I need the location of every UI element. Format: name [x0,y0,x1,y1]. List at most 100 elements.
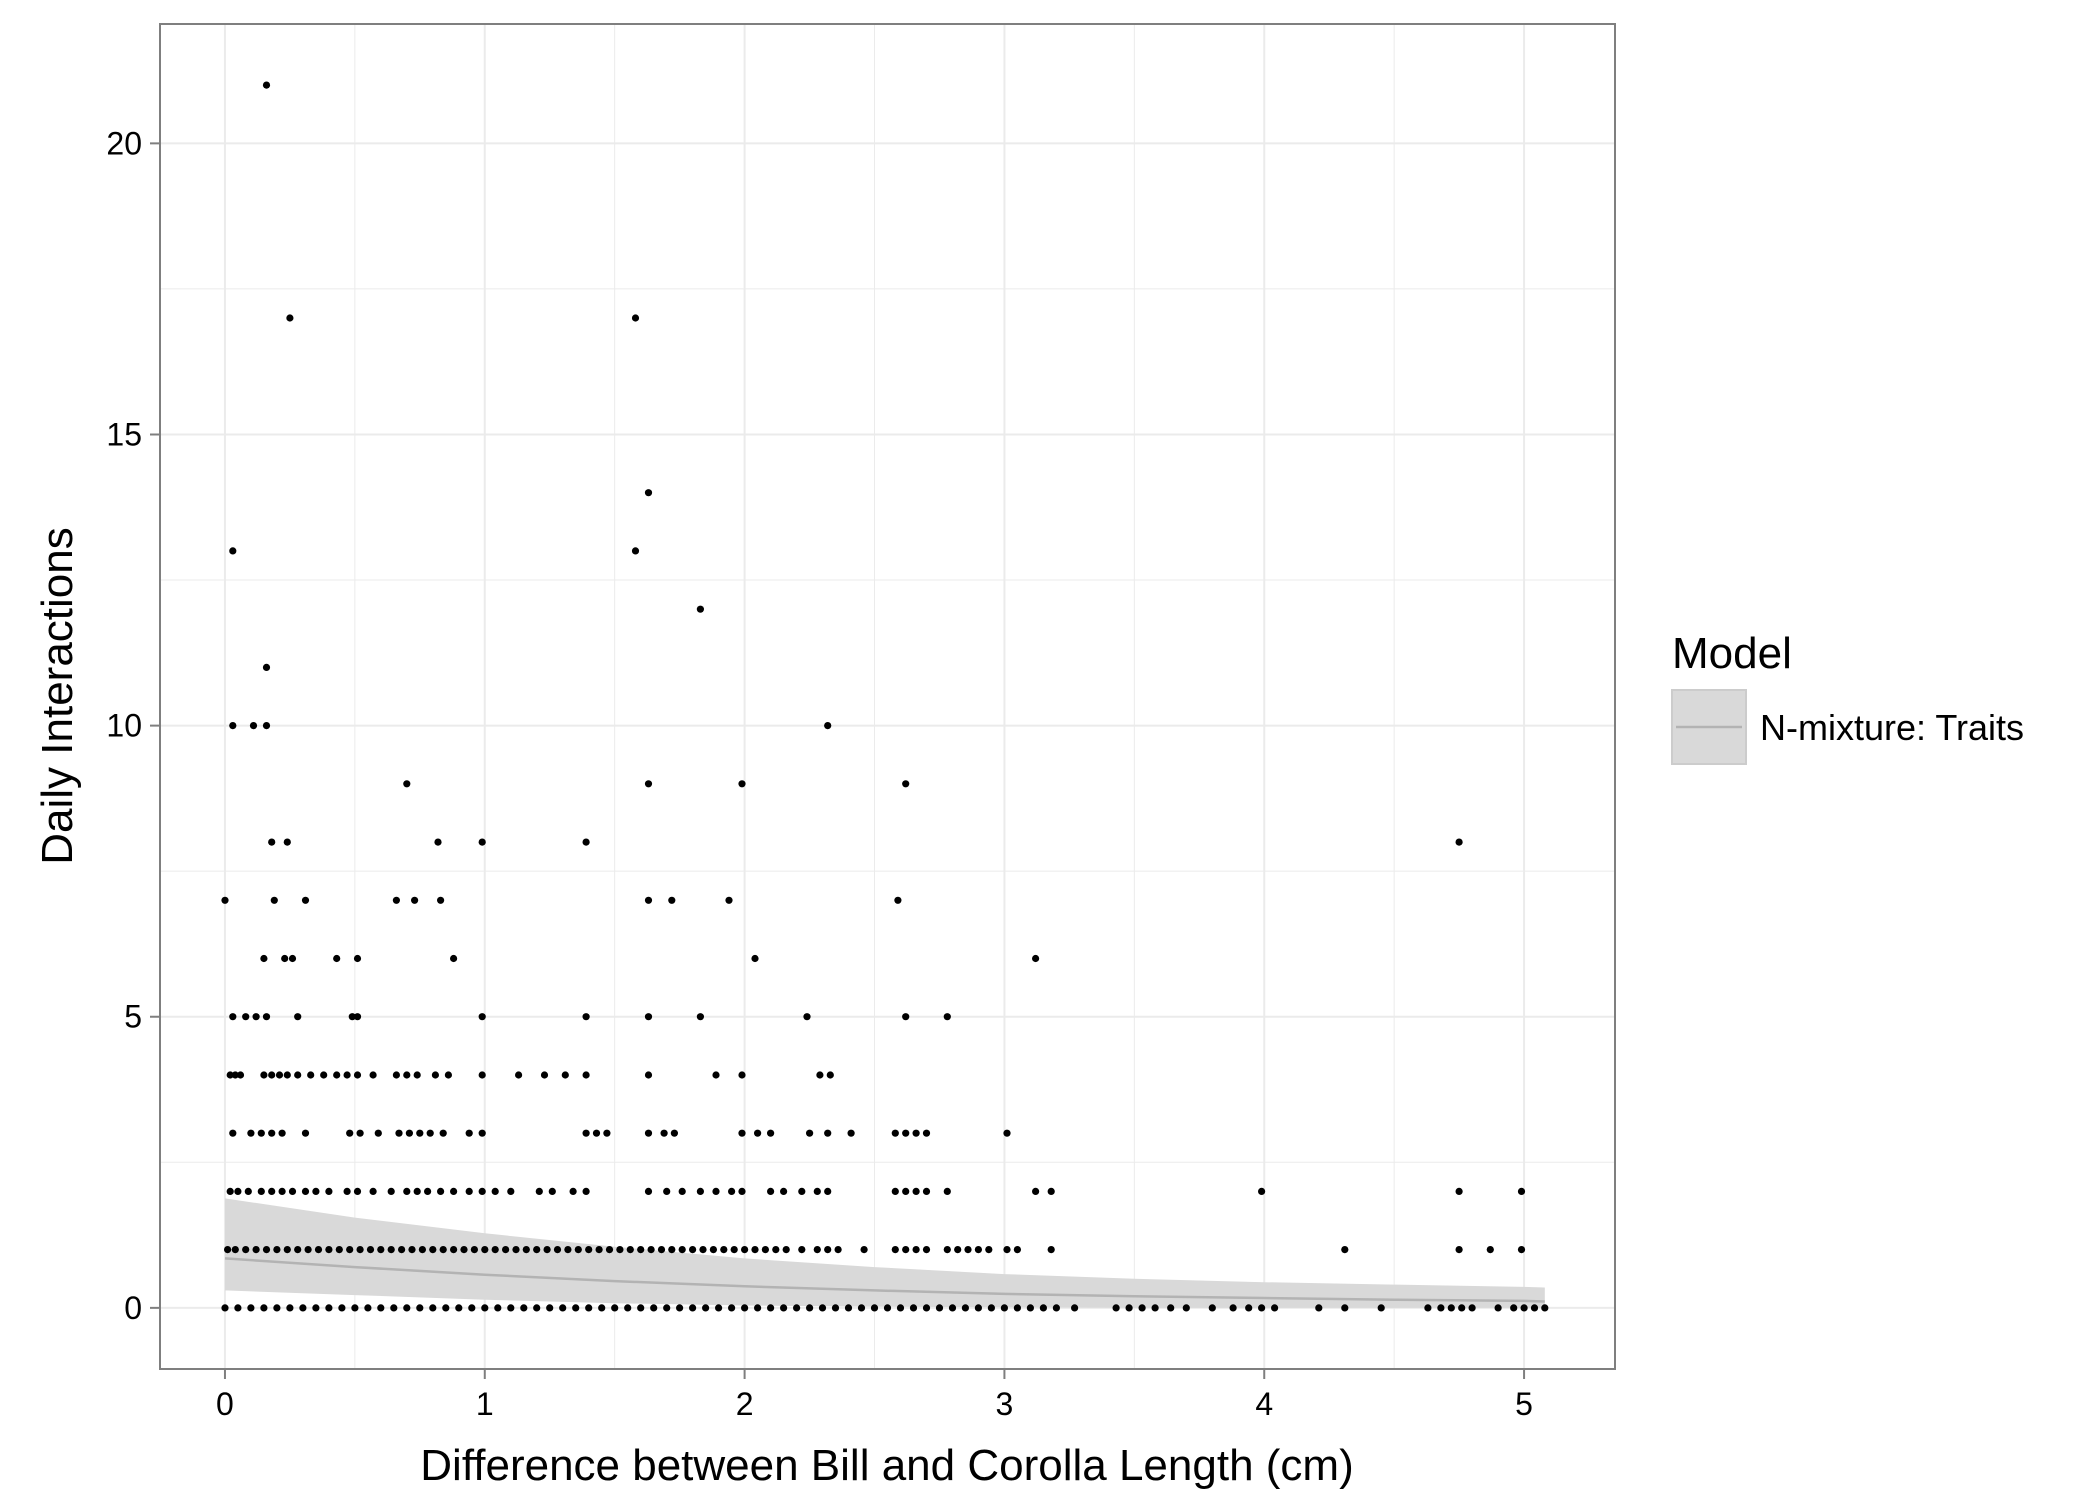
data-point [260,1304,268,1312]
data-point [403,1304,411,1312]
data-point [515,1071,523,1079]
data-point [943,1246,951,1254]
data-point [1003,1246,1011,1254]
data-point [767,1304,775,1312]
data-point [478,1013,486,1021]
data-point [1486,1246,1494,1254]
data-point [1455,1246,1463,1254]
data-point [1517,1187,1526,1195]
data-point [582,838,590,846]
grid-lines [160,24,1615,1369]
data-points [221,81,1549,1312]
data-point [816,1071,824,1079]
data-point [353,1187,362,1195]
data-point [403,1071,411,1079]
data-point [450,954,458,963]
data-point [798,1187,806,1195]
data-point [631,547,640,555]
data-point [909,1304,918,1312]
data-point [585,1304,593,1312]
data-point [644,780,653,788]
data-point [346,1246,354,1254]
data-point [231,1071,239,1079]
data-point [935,1304,944,1312]
data-point [262,81,271,89]
legend-label: N-mixture: Traits [1760,707,2024,748]
data-point [670,1129,679,1137]
data-point [844,1304,853,1312]
data-point [922,1304,931,1312]
data-point [426,1129,434,1137]
data-point [398,1246,406,1254]
data-point [1271,1304,1279,1312]
data-point [1494,1304,1502,1312]
data-point [343,1187,351,1195]
data-point [221,896,229,904]
data-point [325,1304,333,1312]
x-axis-ticks: 0 1 2 3 4 5 [216,1369,1533,1422]
data-point [943,1013,951,1021]
data-point [1032,1187,1040,1195]
data-point [891,1246,899,1254]
data-point [806,1304,814,1312]
data-point [229,1129,237,1137]
data-point [798,1246,806,1254]
data-point [987,1304,996,1312]
data-point [1447,1304,1455,1312]
data-point [1003,1129,1011,1137]
data-point [644,1129,653,1137]
data-point [657,1246,666,1254]
data-point [678,1246,686,1254]
data-point [229,722,237,730]
data-point [450,1187,458,1195]
data-point [896,1304,905,1312]
data-point [1377,1304,1385,1312]
data-point [418,1246,426,1254]
data-point [439,1129,447,1137]
data-point [1341,1246,1349,1254]
data-point [262,663,271,672]
data-point [437,896,445,904]
data-point [1047,1246,1055,1254]
data-point [738,1129,746,1137]
data-point [741,1304,749,1312]
data-point [1315,1304,1323,1312]
data-point [257,1187,265,1195]
data-point [387,1187,395,1195]
data-point [616,1246,624,1254]
data-point [478,1129,486,1137]
data-point [1437,1304,1445,1312]
data-point [413,1071,421,1079]
data-point [301,1129,310,1137]
data-point [470,1246,478,1254]
data-point [902,1187,910,1195]
y-tick-label: 0 [124,1290,142,1326]
data-point [696,605,705,613]
data-point [772,1246,780,1254]
data-point [533,1246,541,1254]
data-point [834,1246,842,1254]
data-point [891,1129,899,1137]
data-point [891,1187,899,1195]
data-point [320,1071,328,1079]
data-point [1229,1304,1237,1312]
data-point [247,1304,255,1312]
data-point [392,1071,400,1079]
data-point [1167,1304,1175,1312]
data-point [301,1187,310,1195]
data-point [824,1129,832,1137]
data-point [782,1246,790,1254]
data-point [1026,1304,1034,1312]
data-point [335,1246,343,1254]
data-point [491,1187,499,1195]
data-point [696,1013,705,1021]
data-point [234,1187,242,1195]
data-point [494,1304,502,1312]
data-point [275,1071,284,1079]
data-point [392,896,400,904]
data-point [660,1129,668,1137]
x-tick-label: 0 [216,1386,234,1422]
data-point [268,1129,276,1137]
data-point [442,1304,450,1312]
data-point [455,1304,463,1312]
